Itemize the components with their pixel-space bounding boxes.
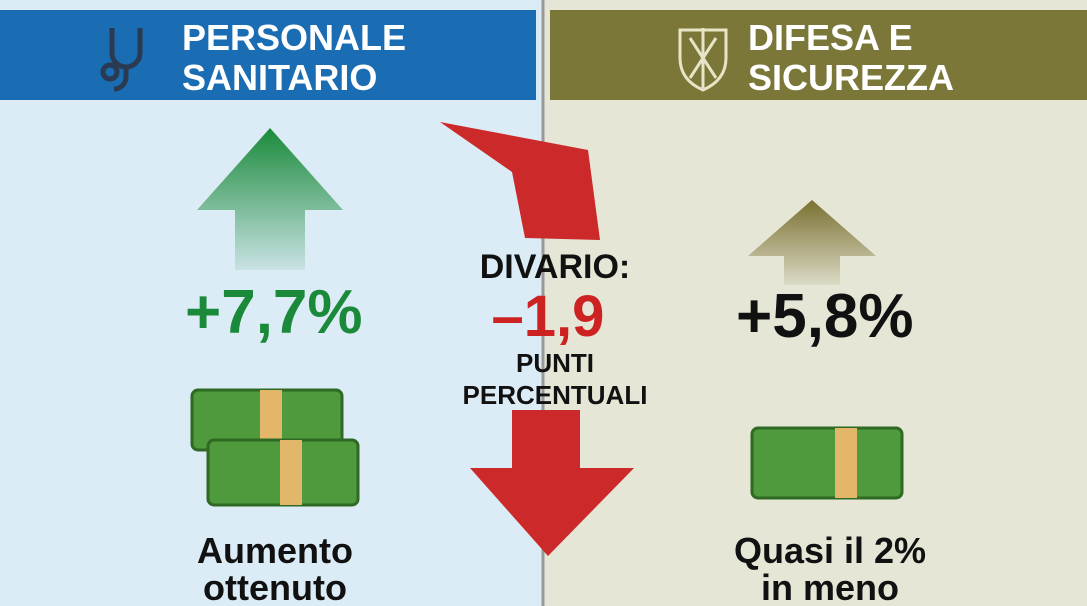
money-stack (190, 388, 904, 507)
right-header (550, 10, 1087, 100)
down-arrow-top (440, 122, 600, 240)
left-title-line: SANITARIO (182, 57, 377, 98)
stethoscope-icon (100, 28, 143, 92)
center-unit: PERCENTUALI (463, 380, 648, 410)
left-caption: Aumento (197, 530, 353, 571)
right-panel (543, 0, 1087, 606)
right-caption: Quasi il 2% (734, 530, 926, 571)
center-unit: PUNTI (516, 348, 594, 378)
center-label: DIVARIO: (480, 248, 630, 286)
down-arrow-bottom (470, 410, 634, 556)
right-caption: in meno (761, 567, 899, 606)
right-title-line: DIFESA E (748, 17, 913, 58)
left-title-line: PERSONALE (182, 17, 406, 58)
up-arrow (748, 200, 876, 285)
left-header (0, 10, 536, 100)
right-title-line: SICUREZZA (748, 57, 954, 98)
left-value: +7,7% (185, 278, 363, 347)
left-caption: ottenuto (203, 567, 347, 606)
up-arrow (197, 128, 343, 270)
shield-icon (678, 28, 728, 92)
center-value: –1,9 (492, 284, 605, 349)
right-value: +5,8% (736, 282, 914, 351)
